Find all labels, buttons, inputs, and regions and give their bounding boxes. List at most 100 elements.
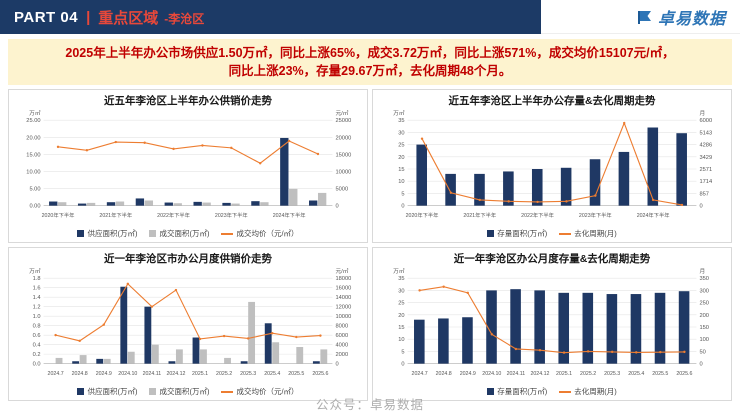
svg-text:20.00: 20.00 bbox=[26, 135, 40, 141]
legend-label: 成交均价（元/㎡） bbox=[236, 229, 299, 238]
bar bbox=[202, 202, 211, 206]
bar-swatch-icon bbox=[487, 388, 495, 395]
svg-text:0.6: 0.6 bbox=[33, 333, 41, 339]
bar bbox=[173, 203, 182, 206]
chart-title: 近一年李沧区办公月度存量&去化周期走势 bbox=[453, 253, 651, 265]
svg-text:万㎡: 万㎡ bbox=[29, 109, 41, 117]
bar bbox=[231, 203, 240, 206]
bar bbox=[582, 292, 594, 364]
svg-text:2025.3: 2025.3 bbox=[240, 371, 256, 377]
svg-text:2024.8: 2024.8 bbox=[436, 371, 452, 377]
chart-canvas: 0 0 5 857 10 1714 15 2571 20 3429 25 4286 30 5143 35 60… bbox=[393, 109, 712, 219]
bar bbox=[309, 200, 318, 206]
svg-text:2024.7: 2024.7 bbox=[48, 371, 64, 377]
bar bbox=[127, 351, 135, 364]
bar bbox=[135, 198, 145, 206]
svg-text:250: 250 bbox=[699, 301, 709, 307]
bar-swatch-icon bbox=[77, 230, 85, 237]
bar bbox=[120, 286, 128, 364]
svg-text:4286: 4286 bbox=[699, 143, 712, 149]
section-title: 重点区域 bbox=[98, 9, 159, 27]
chart-halfyear-stock-cycle: 近五年李沧区上半年办公存量&去化周期走势 0 0 5 857 10 1714 15 2571 2… bbox=[372, 89, 732, 243]
svg-text:15.00: 15.00 bbox=[26, 152, 40, 158]
svg-text:2571: 2571 bbox=[699, 167, 712, 173]
legend-item: 供应面积(万㎡) bbox=[77, 228, 137, 239]
svg-text:6000: 6000 bbox=[335, 333, 348, 339]
chart-plot-area: 0.0 0 0.2 2000 0.4 4000 0.6 6000 0.8 8000 1.0 10000… bbox=[9, 267, 367, 386]
legend-item: 存量面积(万㎡) bbox=[487, 228, 547, 239]
bar bbox=[79, 355, 87, 364]
legend-item: 供应面积(万㎡) bbox=[77, 386, 137, 397]
bar bbox=[72, 361, 80, 364]
bar bbox=[175, 349, 183, 364]
bar bbox=[560, 167, 572, 206]
svg-text:1.0: 1.0 bbox=[33, 314, 41, 320]
bar bbox=[193, 201, 202, 206]
svg-text:14000: 14000 bbox=[335, 295, 351, 301]
svg-text:25.00: 25.00 bbox=[26, 118, 40, 124]
svg-text:10.00: 10.00 bbox=[26, 169, 40, 175]
svg-text:2021年下半年: 2021年下半年 bbox=[99, 211, 133, 219]
legend-item: 成交面积(万㎡) bbox=[149, 386, 209, 397]
watermark: 公众号：卓易数据 bbox=[315, 398, 425, 412]
bar bbox=[474, 173, 485, 206]
svg-text:2024.10: 2024.10 bbox=[482, 371, 501, 377]
bar bbox=[103, 358, 111, 364]
bar bbox=[317, 192, 327, 206]
legend-item: 去化周期(月) bbox=[559, 386, 617, 397]
bar bbox=[151, 344, 159, 364]
headline-line1: 2025年上半年办公市场供应1.50万㎡，同比上涨65%，成交3.72万㎡，同比… bbox=[65, 46, 675, 60]
svg-text:元/㎡: 元/㎡ bbox=[335, 109, 348, 117]
svg-text:5: 5 bbox=[401, 191, 404, 197]
header-separator: | bbox=[86, 8, 91, 26]
bar bbox=[630, 294, 642, 364]
svg-text:万㎡: 万㎡ bbox=[29, 267, 41, 275]
bar bbox=[260, 202, 269, 206]
svg-text:0: 0 bbox=[401, 204, 404, 210]
svg-text:1.4: 1.4 bbox=[33, 295, 41, 301]
bar bbox=[312, 361, 320, 364]
svg-text:20: 20 bbox=[398, 155, 404, 161]
bar bbox=[289, 188, 298, 206]
svg-text:2025.5: 2025.5 bbox=[652, 371, 668, 377]
headline-line2: 同比上涨23%，存量29.67万㎡，去化周期48个月。 bbox=[228, 64, 512, 78]
bar bbox=[414, 319, 425, 364]
legend-label: 供应面积(万㎡) bbox=[87, 387, 138, 396]
svg-text:2024.11: 2024.11 bbox=[507, 371, 526, 377]
bar bbox=[164, 202, 173, 206]
svg-text:2025.5: 2025.5 bbox=[288, 371, 304, 377]
bar bbox=[558, 292, 570, 364]
svg-text:2025.4: 2025.4 bbox=[628, 371, 644, 377]
bar bbox=[445, 173, 456, 206]
legend-label: 供应面积(万㎡) bbox=[87, 229, 138, 238]
svg-text:20: 20 bbox=[398, 313, 404, 319]
svg-text:2022年下半年: 2022年下半年 bbox=[157, 211, 191, 219]
svg-text:200: 200 bbox=[699, 313, 709, 319]
bar bbox=[55, 357, 63, 364]
legend-label: 成交面积(万㎡) bbox=[159, 229, 210, 238]
svg-text:2024.9: 2024.9 bbox=[96, 371, 112, 377]
bar bbox=[251, 201, 260, 206]
line-series bbox=[57, 140, 319, 164]
bar-swatch-icon bbox=[77, 388, 85, 395]
svg-text:2024.8: 2024.8 bbox=[72, 371, 88, 377]
bar bbox=[272, 342, 280, 364]
bar-swatch-icon bbox=[149, 230, 157, 237]
bar bbox=[86, 202, 96, 206]
svg-text:2023年下半年: 2023年下半年 bbox=[215, 211, 249, 219]
bar bbox=[618, 151, 630, 206]
svg-text:0: 0 bbox=[699, 204, 702, 210]
svg-text:10000: 10000 bbox=[335, 314, 351, 320]
bar bbox=[264, 323, 272, 364]
brand-area: 卓易数据 bbox=[541, 0, 740, 34]
chart-legend: 存量面积(万㎡) 去化周期(月) bbox=[373, 228, 731, 242]
svg-text:10: 10 bbox=[398, 337, 404, 343]
svg-text:2025.1: 2025.1 bbox=[192, 371, 208, 377]
svg-text:0.0: 0.0 bbox=[33, 362, 41, 368]
svg-text:1714: 1714 bbox=[699, 179, 712, 185]
legend-label: 去化周期(月) bbox=[574, 387, 617, 396]
chart-canvas: 0.00 0 5.00 5000 10.00 10000 15.00 15000 20.00 20… bbox=[26, 109, 351, 219]
svg-text:2025.2: 2025.2 bbox=[216, 371, 232, 377]
svg-text:150: 150 bbox=[699, 325, 709, 331]
legend-label: 成交均价（元/㎡） bbox=[236, 387, 299, 396]
